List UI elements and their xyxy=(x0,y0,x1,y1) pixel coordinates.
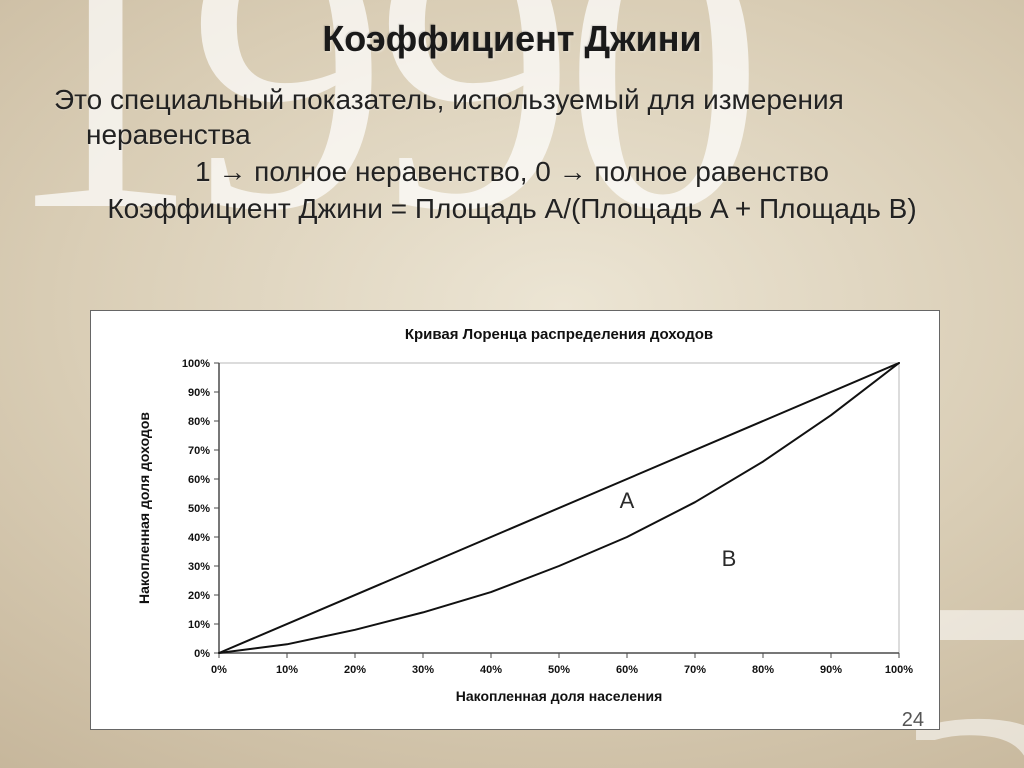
definition-line: Это специальный показатель, используемый… xyxy=(54,82,970,152)
region-label: B xyxy=(722,546,737,571)
slide-title: Коэффициент Джини xyxy=(0,18,1024,60)
formula-line: Коэффициент Джини = Площадь A/(Площадь A… xyxy=(54,191,970,226)
x-tick-label: 80% xyxy=(752,664,774,676)
y-tick-label: 60% xyxy=(188,474,210,486)
y-tick-label: 0% xyxy=(194,648,210,660)
page-number: 24 xyxy=(902,709,924,732)
x-tick-label: 90% xyxy=(820,664,842,676)
y-tick-label: 40% xyxy=(188,532,210,544)
y-axis-label: Накопленная доля доходов xyxy=(136,412,152,604)
y-tick-label: 10% xyxy=(188,619,210,631)
content: Коэффициент Джини Это специальный показа… xyxy=(0,18,1024,226)
x-tick-label: 60% xyxy=(616,664,638,676)
y-tick-label: 30% xyxy=(188,561,210,573)
x-axis-label: Накопленная доля населения xyxy=(456,688,663,704)
x-tick-label: 20% xyxy=(344,664,366,676)
scale-line: 1 → полное неравенство, 0 → полное равен… xyxy=(54,154,970,189)
x-tick-label: 10% xyxy=(276,664,298,676)
x-tick-label: 30% xyxy=(412,664,434,676)
x-tick-label: 100% xyxy=(885,664,913,676)
x-tick-label: 0% xyxy=(211,664,227,676)
chart-svg: Кривая Лоренца распределения доходов 0% 10… xyxy=(91,311,939,729)
y-tick-label: 20% xyxy=(188,590,210,602)
x-tick-label: 70% xyxy=(684,664,706,676)
y-tick-label: 50% xyxy=(188,503,210,515)
x-tick-label: 40% xyxy=(480,664,502,676)
slide: 1990 5 Коэффициент Джини Это специальный… xyxy=(0,0,1024,768)
region-label: A xyxy=(620,488,635,513)
y-tick-label: 90% xyxy=(188,387,210,399)
y-tick-label: 80% xyxy=(188,416,210,428)
y-tick-label: 70% xyxy=(188,445,210,457)
y-tick-label: 100% xyxy=(182,358,210,370)
lorenz-chart: Кривая Лоренца распределения доходов 0% 10… xyxy=(90,310,940,730)
body-text: Это специальный показатель, используемый… xyxy=(0,82,1024,226)
chart-title: Кривая Лоренца распределения доходов xyxy=(405,326,713,343)
x-tick-label: 50% xyxy=(548,664,570,676)
